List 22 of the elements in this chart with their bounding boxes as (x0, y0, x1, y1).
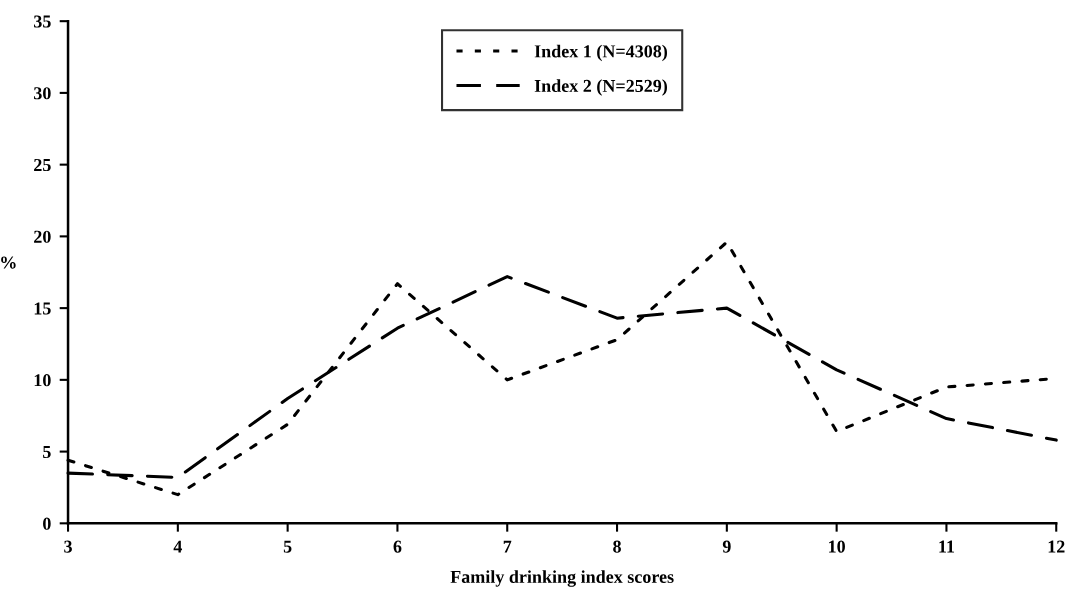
y-tick-label: 15 (34, 302, 51, 315)
y-tick-label: 35 (34, 15, 51, 28)
x-tick-label: 4 (173, 540, 183, 553)
y-tick-label: 30 (34, 87, 51, 100)
x-tick-label: 3 (64, 540, 72, 553)
x-tick-label: 7 (503, 540, 512, 553)
y-tick-label: 25 (34, 158, 51, 172)
y-tick-label: 5 (43, 446, 51, 459)
x-tick-label: 6 (393, 540, 402, 553)
y-tick-label: 20 (34, 230, 51, 243)
x-tick-label: 12 (1048, 540, 1065, 553)
x-tick-label: 9 (722, 540, 731, 553)
legend-label: Index 2 (N=2529) (534, 79, 667, 96)
y-axis-title: % (1, 256, 16, 269)
x-tick-label: 8 (613, 540, 621, 553)
x-axis-title: Family drinking index scores (450, 570, 674, 587)
x-tick-label: 5 (283, 540, 292, 553)
legend-label: Index 1 (N=4308) (534, 44, 667, 62)
y-tick-label: 0 (43, 517, 51, 530)
x-tick-label: 11 (939, 540, 955, 553)
y-tick-label: 10 (34, 374, 51, 387)
x-tick-label: 10 (829, 540, 845, 553)
